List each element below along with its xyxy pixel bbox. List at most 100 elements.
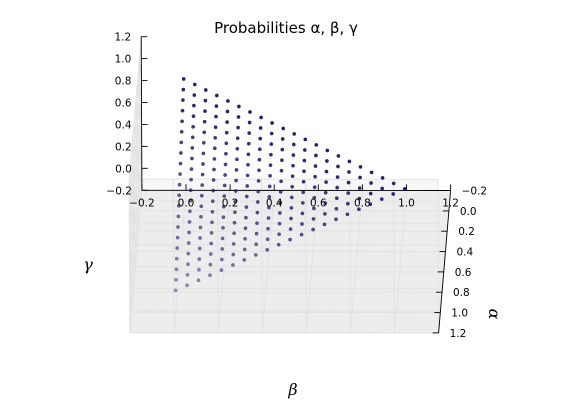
x-tick-label: 0.6	[310, 197, 327, 209]
data-point	[280, 147, 285, 152]
data-point	[324, 159, 329, 163]
data-point	[188, 188, 193, 193]
data-point	[202, 130, 207, 135]
data-point	[402, 186, 407, 191]
data-point	[225, 109, 230, 114]
data-point	[323, 201, 328, 206]
data-point	[258, 126, 263, 130]
data-point	[225, 120, 230, 125]
data-point	[176, 203, 181, 208]
data-point	[257, 147, 262, 152]
data-point	[221, 204, 226, 209]
data-point	[198, 236, 203, 240]
data-point	[225, 99, 230, 103]
data-point	[211, 178, 216, 182]
data-point	[246, 141, 251, 146]
data-point	[203, 109, 207, 114]
floor-pane	[129, 190, 451, 333]
data-point	[391, 192, 396, 196]
data-point	[257, 168, 261, 173]
data-point	[196, 278, 201, 283]
data-point	[236, 104, 241, 109]
grid-line	[305, 190, 319, 333]
data-point	[268, 163, 273, 168]
data-point	[324, 180, 329, 185]
data-point	[186, 241, 191, 245]
data-point	[213, 135, 218, 140]
data-point	[254, 231, 259, 236]
data-point	[266, 205, 271, 210]
data-point	[256, 189, 261, 194]
data-point	[197, 257, 202, 262]
data-point	[242, 247, 247, 252]
data-point	[289, 216, 293, 221]
chart-ticks: −0.2−0.2−0.20.00.00.00.20.20.20.40.40.40…	[106, 32, 487, 340]
data-point	[259, 115, 264, 120]
grid-line	[261, 179, 263, 333]
data-point	[174, 277, 178, 282]
data-point	[281, 126, 286, 131]
x-axis-label: β	[287, 380, 297, 399]
y-tick-label: 1.2	[450, 328, 467, 340]
data-point	[209, 241, 214, 246]
data-point	[265, 237, 270, 242]
data-point	[189, 156, 194, 161]
data-point	[180, 119, 185, 124]
data-point	[173, 288, 178, 293]
z-tick-label: −0.2	[106, 185, 132, 197]
data-point	[291, 142, 296, 147]
data-point	[190, 135, 195, 140]
data-point	[178, 151, 183, 155]
data-point	[208, 273, 212, 278]
data-point	[181, 87, 186, 92]
data-point	[247, 131, 252, 136]
data-point	[300, 222, 304, 226]
data-point	[302, 148, 307, 152]
data-point	[345, 212, 350, 217]
z-axis-label: γ	[83, 255, 93, 274]
data-point	[231, 241, 236, 246]
data-point	[269, 142, 274, 147]
data-point	[188, 198, 193, 203]
data-point	[300, 200, 305, 205]
data-point	[311, 227, 316, 232]
data-point	[369, 181, 374, 185]
data-point	[203, 98, 208, 103]
data-point	[179, 140, 184, 145]
data-point	[311, 216, 316, 221]
data-point	[219, 257, 224, 262]
x-tick-label: −0.2	[129, 197, 155, 209]
data-point	[313, 164, 318, 169]
data-point	[313, 153, 318, 158]
data-point	[391, 181, 396, 186]
data-point	[270, 121, 275, 125]
y-tick-label: 0.6	[455, 267, 472, 279]
x-tick-label: 0.0	[178, 197, 195, 209]
data-point	[299, 232, 304, 237]
data-point	[334, 196, 339, 201]
data-point	[301, 179, 306, 184]
data-point	[192, 82, 197, 87]
data-point	[266, 216, 271, 221]
data-point	[312, 185, 317, 190]
data-point	[368, 202, 373, 207]
data-point	[201, 162, 205, 166]
data-point	[289, 195, 294, 200]
data-point	[224, 141, 229, 146]
data-point	[302, 158, 307, 163]
data-point	[186, 251, 191, 256]
data-point	[224, 130, 229, 135]
y-tick-label: 0.0	[460, 206, 477, 218]
data-point	[335, 175, 340, 180]
grid-line	[305, 179, 307, 333]
data-point	[265, 247, 270, 252]
grid-line	[128, 58, 142, 202]
data-point	[243, 226, 248, 231]
data-point	[255, 200, 260, 204]
data-point	[311, 206, 316, 211]
data-point	[233, 189, 238, 193]
data-point	[185, 262, 190, 267]
data-point	[276, 242, 281, 247]
data-point	[322, 211, 327, 216]
data-point	[279, 168, 284, 173]
